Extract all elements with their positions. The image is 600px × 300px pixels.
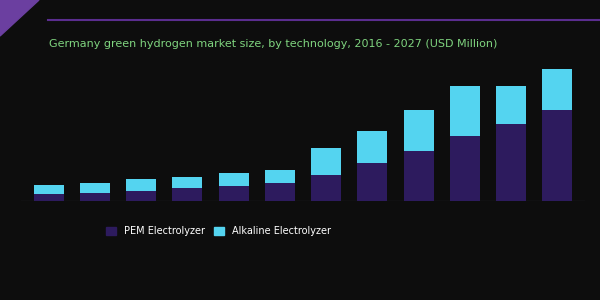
Bar	[404, 151, 434, 201]
Bar	[218, 186, 248, 201]
Bar	[34, 185, 64, 194]
Bar	[542, 110, 572, 201]
Bar	[358, 131, 388, 163]
Bar	[311, 148, 341, 175]
Text: Germany green hydrogen market size, by technology, 2016 - 2027 (USD Million): Germany green hydrogen market size, by t…	[49, 39, 497, 49]
Bar	[450, 136, 480, 201]
Bar	[496, 124, 526, 201]
Bar	[496, 85, 526, 124]
Bar	[34, 194, 64, 201]
Bar	[80, 183, 110, 193]
Bar	[358, 163, 388, 201]
Bar	[450, 85, 480, 136]
Bar	[126, 179, 156, 190]
Bar	[126, 190, 156, 201]
Bar	[311, 175, 341, 201]
Bar	[80, 193, 110, 201]
Bar	[218, 173, 248, 186]
Bar	[265, 183, 295, 201]
Legend: PEM Electrolyzer, Alkaline Electrolyzer: PEM Electrolyzer, Alkaline Electrolyzer	[106, 226, 331, 236]
Bar	[542, 69, 572, 110]
Bar	[404, 110, 434, 151]
Bar	[265, 170, 295, 183]
Bar	[172, 188, 202, 201]
Bar	[172, 177, 202, 188]
